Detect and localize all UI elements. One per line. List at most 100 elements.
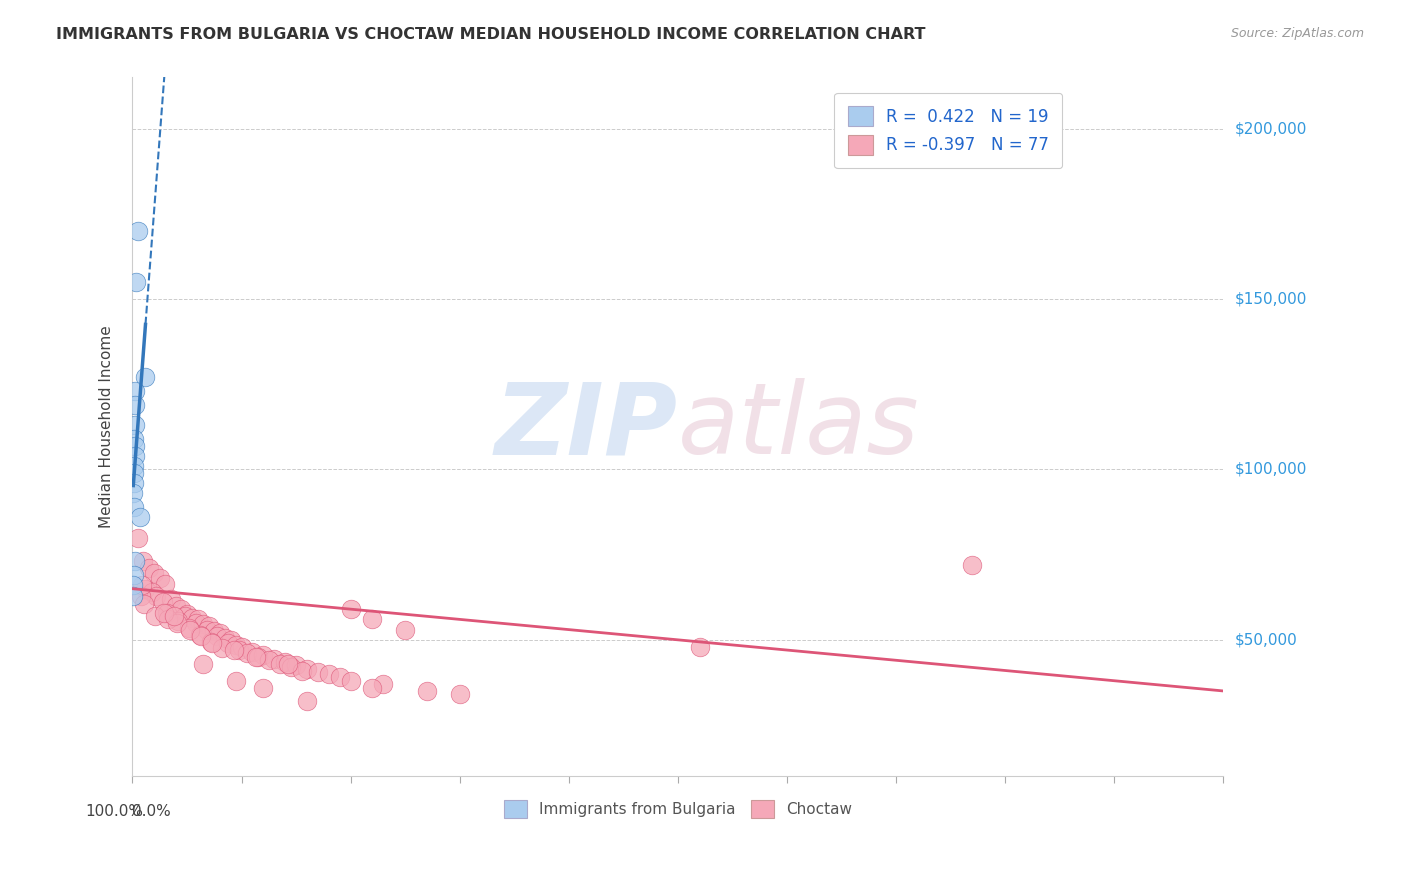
- Point: [416, 684, 439, 698]
- Point: [280, 660, 302, 674]
- Point: [208, 626, 231, 640]
- Point: [173, 609, 195, 624]
- Point: [193, 657, 215, 671]
- Point: [207, 629, 229, 643]
- Point: [134, 370, 156, 384]
- Point: [129, 510, 152, 524]
- Point: [124, 418, 146, 433]
- Point: [318, 667, 340, 681]
- Point: [219, 632, 242, 647]
- Point: [236, 647, 259, 661]
- Text: $50,000: $50,000: [1234, 632, 1296, 648]
- Point: [188, 628, 211, 642]
- Point: [269, 657, 291, 671]
- Text: $100,000: $100,000: [1234, 462, 1306, 477]
- Point: [263, 651, 285, 665]
- Point: [157, 612, 180, 626]
- Point: [122, 486, 145, 500]
- Point: [170, 602, 193, 616]
- Point: [167, 614, 190, 628]
- Point: [277, 657, 299, 671]
- Point: [134, 582, 156, 596]
- Point: [285, 658, 308, 673]
- Text: IMMIGRANTS FROM BULGARIA VS CHOCTAW MEDIAN HOUSEHOLD INCOME CORRELATION CHART: IMMIGRANTS FROM BULGARIA VS CHOCTAW MEDI…: [56, 27, 925, 42]
- Point: [163, 609, 186, 624]
- Point: [290, 664, 312, 678]
- Point: [141, 585, 163, 599]
- Point: [394, 623, 416, 637]
- Point: [166, 615, 188, 630]
- Point: [179, 621, 201, 635]
- Point: [449, 687, 471, 701]
- Point: [187, 612, 209, 626]
- Point: [124, 554, 146, 568]
- Point: [184, 615, 207, 630]
- Point: [228, 643, 250, 657]
- Text: ZIP: ZIP: [495, 378, 678, 475]
- Text: Source: ZipAtlas.com: Source: ZipAtlas.com: [1230, 27, 1364, 40]
- Point: [245, 649, 267, 664]
- Point: [190, 629, 212, 643]
- Y-axis label: Median Household Income: Median Household Income: [98, 326, 114, 528]
- Point: [211, 641, 233, 656]
- Text: $200,000: $200,000: [1234, 121, 1306, 136]
- Point: [181, 610, 204, 624]
- Point: [145, 589, 167, 603]
- Point: [201, 636, 224, 650]
- Point: [134, 597, 156, 611]
- Point: [156, 606, 179, 620]
- Point: [231, 640, 253, 654]
- Legend: Immigrants from Bulgaria, Choctaw: Immigrants from Bulgaria, Choctaw: [498, 794, 858, 824]
- Point: [122, 500, 145, 514]
- Point: [149, 572, 172, 586]
- Point: [176, 607, 198, 622]
- Point: [246, 649, 269, 664]
- Point: [143, 609, 166, 624]
- Point: [132, 554, 155, 568]
- Point: [193, 617, 215, 632]
- Point: [217, 636, 239, 650]
- Point: [200, 634, 222, 648]
- Text: atlas: atlas: [678, 378, 920, 475]
- Point: [252, 681, 274, 695]
- Point: [122, 466, 145, 480]
- Point: [131, 578, 153, 592]
- Text: 0.0%: 0.0%: [132, 804, 172, 819]
- Point: [159, 591, 181, 606]
- Point: [962, 558, 984, 572]
- Point: [129, 589, 152, 603]
- Point: [252, 648, 274, 662]
- Point: [122, 432, 145, 446]
- Point: [127, 224, 149, 238]
- Point: [222, 643, 245, 657]
- Point: [329, 670, 352, 684]
- Point: [122, 568, 145, 582]
- Point: [165, 599, 187, 613]
- Point: [689, 640, 711, 654]
- Point: [124, 438, 146, 452]
- Point: [152, 595, 174, 609]
- Point: [295, 662, 318, 676]
- Text: 100.0%: 100.0%: [86, 804, 143, 819]
- Point: [295, 694, 318, 708]
- Point: [242, 645, 264, 659]
- Point: [138, 561, 160, 575]
- Point: [361, 681, 384, 695]
- Point: [143, 566, 166, 581]
- Point: [225, 673, 247, 688]
- Point: [124, 384, 146, 398]
- Point: [214, 631, 236, 645]
- Point: [122, 458, 145, 473]
- Point: [274, 655, 297, 669]
- Point: [195, 623, 218, 637]
- Point: [339, 673, 361, 688]
- Point: [339, 602, 361, 616]
- Point: [122, 589, 145, 603]
- Point: [122, 578, 145, 592]
- Point: [307, 665, 329, 680]
- Point: [127, 531, 149, 545]
- Point: [124, 275, 146, 289]
- Point: [153, 606, 176, 620]
- Point: [225, 638, 247, 652]
- Text: $150,000: $150,000: [1234, 292, 1306, 307]
